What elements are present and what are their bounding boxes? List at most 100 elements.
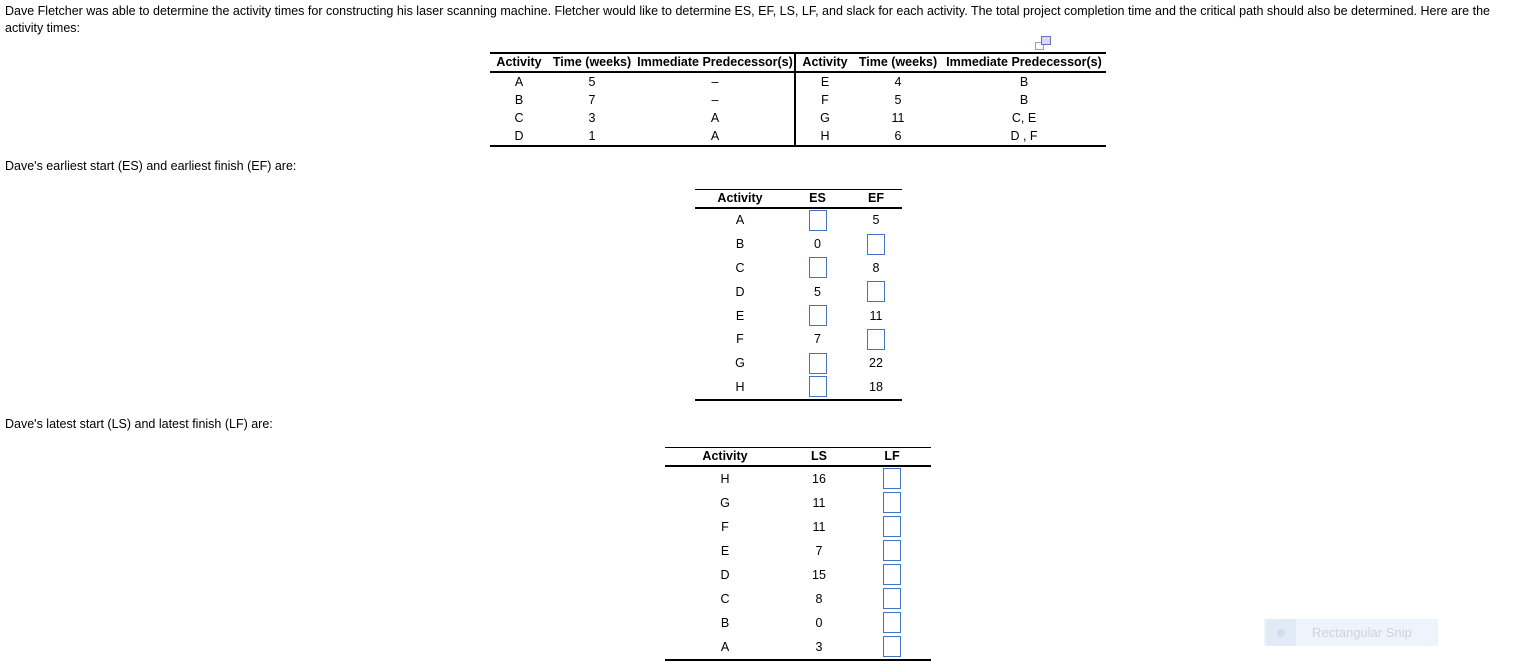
- activity-cell: E: [720, 543, 730, 558]
- rectangular-snip-overlay: Rectangular Snip: [1264, 619, 1438, 646]
- ef-input-b[interactable]: [867, 233, 885, 255]
- es-input-e[interactable]: [808, 305, 827, 327]
- ls-lf-header-row: Activity LS LF: [665, 448, 931, 467]
- es-ef-table: Activity ES EF A 5 B 0 C 8 D 5 E 11 F 7 …: [695, 189, 902, 401]
- ef-cell: [850, 233, 902, 255]
- snip-dot-icon: [1277, 628, 1285, 637]
- ls-cell: 0: [815, 615, 823, 630]
- table-row: D 15: [665, 563, 931, 587]
- lf-cell: [853, 588, 931, 609]
- col-header-time: Time (weeks): [858, 55, 938, 70]
- table-row: F 7: [695, 327, 902, 351]
- time-cell: 11: [891, 110, 905, 125]
- ls-cell: 8: [815, 591, 823, 606]
- time-cell: 3: [588, 110, 596, 125]
- ls-lf-caption: Dave's latest start (LS) and latest fini…: [5, 417, 273, 431]
- activity-times-table-left: Activity Time (weeks) Immediate Predeces…: [490, 54, 796, 146]
- predecessor-cell: D , F: [1010, 129, 1038, 144]
- col-header-lf: LF: [884, 449, 900, 464]
- predecessor-cell: B: [1019, 74, 1029, 89]
- ef-cell: 18: [869, 379, 883, 394]
- col-header-ls: LS: [811, 449, 827, 464]
- ls-cell: 3: [815, 639, 823, 654]
- activity-cell: G: [720, 495, 730, 510]
- time-cell: 1: [588, 129, 596, 144]
- col-header-activity: Activity: [802, 55, 848, 70]
- predecessor-cell: A: [710, 129, 720, 144]
- lf-input-f[interactable]: [883, 516, 901, 537]
- predecessor-cell: –: [711, 74, 719, 89]
- ef-input-d[interactable]: [867, 281, 885, 303]
- copy-icon[interactable]: [1035, 36, 1051, 50]
- table-row: H 18: [695, 375, 902, 399]
- problem-statement-line2: activity times:: [5, 21, 81, 35]
- table-row: G 11: [665, 491, 931, 515]
- es-input-h[interactable]: [808, 376, 827, 398]
- lf-cell: [853, 564, 931, 585]
- lf-input-d[interactable]: [883, 564, 901, 585]
- predecessor-cell: C, E: [1011, 110, 1037, 125]
- time-cell: 7: [588, 92, 596, 107]
- activity-cell: D: [514, 129, 524, 144]
- ef-input-f[interactable]: [867, 328, 885, 350]
- activity-cell: C: [735, 260, 745, 275]
- lf-cell: [853, 492, 931, 513]
- table-row: A 5: [695, 209, 902, 233]
- es-input-g[interactable]: [808, 352, 827, 374]
- table-row: B 0: [665, 611, 931, 635]
- table-row: E 11: [695, 304, 902, 328]
- table-row: D 5: [695, 280, 902, 304]
- activity-cell: F: [721, 519, 729, 534]
- activity-cell: B: [514, 92, 524, 107]
- activity-cell: E: [735, 308, 745, 323]
- lf-cell: [853, 516, 931, 537]
- lf-input-g[interactable]: [883, 492, 901, 513]
- col-header-activity: Activity: [496, 55, 542, 70]
- table-row: A 5 –: [490, 73, 794, 91]
- ef-cell: [850, 281, 902, 303]
- col-header-activity: Activity: [702, 449, 748, 464]
- ef-cell: 5: [872, 213, 880, 228]
- lf-input-e[interactable]: [883, 540, 901, 561]
- es-cell: [785, 376, 850, 398]
- table-row: D 1 A: [490, 127, 794, 145]
- ls-lf-table: Activity LS LF H 16 G 11 F 11 E 7 D 15 C…: [665, 447, 931, 661]
- lf-input-h[interactable]: [883, 468, 901, 489]
- table-row: C 3 A: [490, 109, 794, 127]
- col-header-ef: EF: [868, 191, 884, 206]
- es-input-a[interactable]: [808, 209, 827, 231]
- es-ef-header-row: Activity ES EF: [695, 190, 902, 209]
- col-header-predecessor: Immediate Predecessor(s): [946, 55, 1102, 70]
- es-cell: [785, 352, 850, 374]
- table-row: G 22: [695, 351, 902, 375]
- problem-statement-line1: Dave Fletcher was able to determine the …: [5, 4, 1490, 18]
- ef-cell: 22: [869, 356, 883, 371]
- activity-cell: A: [735, 213, 745, 228]
- activity-cell: H: [720, 471, 730, 486]
- predecessor-cell: B: [1019, 92, 1029, 107]
- col-header-predecessor: Immediate Predecessor(s): [637, 55, 793, 70]
- ef-cell: 11: [869, 308, 883, 323]
- table-row: G 11 C, E: [796, 109, 1106, 127]
- time-cell: 4: [894, 74, 902, 89]
- ef-cell: [850, 328, 902, 350]
- activity-cell: B: [720, 615, 730, 630]
- ls-cell: 15: [812, 567, 826, 582]
- es-cell: 7: [814, 332, 821, 347]
- lf-input-a[interactable]: [883, 636, 901, 657]
- activity-cell: E: [820, 74, 830, 89]
- activity-cell: H: [735, 379, 745, 394]
- lf-cell: [853, 636, 931, 657]
- es-input-c[interactable]: [808, 257, 827, 279]
- time-cell: 5: [894, 92, 902, 107]
- lf-input-c[interactable]: [883, 588, 901, 609]
- activity-table-header-row: Activity Time (weeks) Immediate Predeces…: [796, 54, 1106, 73]
- es-cell: 5: [814, 284, 821, 299]
- copy-icon-back-square: [1035, 42, 1044, 50]
- activity-cell: D: [720, 567, 730, 582]
- predecessor-cell: –: [711, 92, 719, 107]
- lf-input-b[interactable]: [883, 612, 901, 633]
- col-header-es: ES: [809, 191, 826, 206]
- copy-icon-front-square: [1041, 36, 1051, 45]
- ef-cell: 8: [872, 260, 880, 275]
